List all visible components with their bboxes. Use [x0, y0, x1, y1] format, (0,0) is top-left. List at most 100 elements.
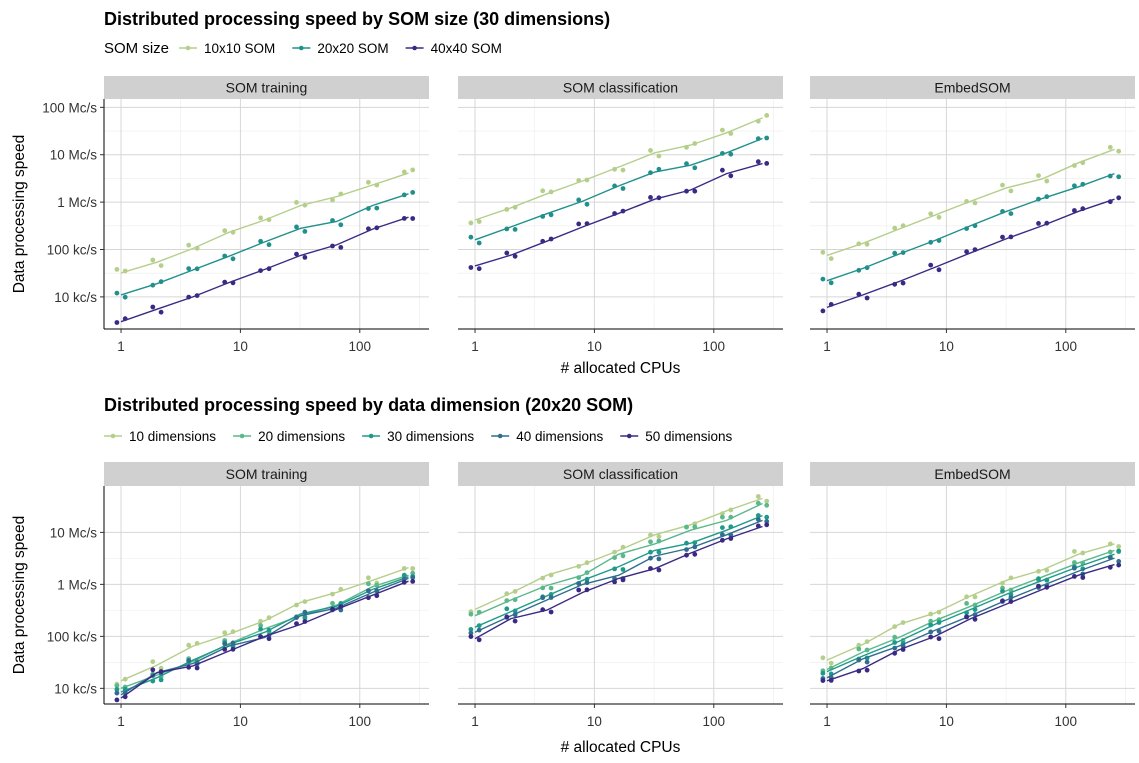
- data-point: [540, 595, 546, 601]
- series-line: [826, 553, 1115, 673]
- data-point: [114, 697, 120, 703]
- series-20x20-som: [114, 190, 416, 300]
- data-point: [755, 494, 761, 499]
- data-point: [656, 166, 662, 172]
- data-point: [900, 620, 906, 625]
- data-point: [468, 634, 474, 639]
- data-point: [576, 221, 582, 227]
- data-point: [401, 579, 407, 585]
- data-point: [548, 189, 554, 195]
- data-point: [476, 623, 482, 628]
- data-point: [620, 553, 626, 559]
- data-point: [1044, 584, 1050, 590]
- strip: [104, 462, 429, 486]
- data-point: [972, 223, 978, 229]
- data-point: [684, 144, 689, 150]
- data-point: [964, 199, 969, 204]
- y-tick-label: 10 kc/s: [54, 290, 97, 305]
- data-point: [728, 524, 734, 530]
- data-point: [512, 612, 518, 618]
- data-point: [468, 265, 474, 270]
- data-point: [1008, 587, 1014, 593]
- data-point: [576, 178, 582, 183]
- y-axis-title: Data processing speed: [11, 135, 28, 294]
- data-point: [374, 205, 380, 211]
- data-point: [330, 591, 335, 597]
- data-point: [540, 188, 546, 194]
- data-point: [1008, 599, 1014, 604]
- x-tick-label: 100: [703, 339, 726, 354]
- data-point: [114, 320, 120, 325]
- series-line: [120, 172, 409, 274]
- gridlines: [458, 99, 783, 329]
- data-point: [755, 500, 761, 506]
- data-point: [410, 216, 416, 221]
- legend: 10 dimensions 20 dimensions 30 dimensions 4…: [104, 429, 733, 444]
- series-line: [826, 198, 1115, 309]
- data-point: [720, 532, 725, 538]
- data-point: [410, 570, 416, 576]
- series-line: [826, 563, 1115, 682]
- data-point: [122, 268, 128, 274]
- data-point: [150, 282, 156, 288]
- data-point: [476, 266, 482, 272]
- series-line: [120, 566, 409, 682]
- data-point: [892, 645, 898, 651]
- data-point: [892, 634, 898, 640]
- data-point: [374, 182, 380, 188]
- legend-key-point-40x40-som: [412, 45, 417, 51]
- data-point: [828, 280, 834, 286]
- data-point: [1044, 178, 1050, 184]
- legend-key-point-20x20-som: [299, 45, 304, 51]
- data-point: [548, 595, 554, 600]
- data-point: [1116, 544, 1122, 549]
- data-point: [620, 544, 626, 550]
- legend-title: SOM size: [104, 40, 169, 57]
- chart-data-dimension: Distributed processing speed by data dim…: [11, 395, 1135, 756]
- data-point: [584, 560, 590, 566]
- data-point: [1080, 575, 1086, 580]
- data-point: [294, 602, 299, 608]
- data-point: [401, 576, 407, 582]
- data-point: [548, 236, 554, 242]
- data-point: [576, 575, 582, 580]
- data-point: [1107, 549, 1113, 555]
- data-point: [620, 567, 626, 572]
- data-point: [720, 151, 725, 156]
- data-point: [512, 227, 518, 232]
- data-point: [864, 647, 870, 653]
- data-point: [1080, 181, 1086, 187]
- data-point: [764, 161, 770, 166]
- data-point: [504, 226, 510, 232]
- data-point: [1080, 160, 1086, 166]
- data-point: [1107, 564, 1113, 570]
- data-point: [468, 220, 474, 226]
- data-point: [856, 241, 862, 247]
- data-point: [720, 127, 725, 133]
- data-point: [114, 683, 120, 689]
- data-point: [764, 135, 770, 141]
- series-line: [474, 497, 763, 611]
- data-point: [648, 566, 653, 571]
- data-point: [755, 118, 761, 124]
- series-line: [120, 576, 409, 693]
- data-point: [158, 669, 164, 674]
- strip-label: SOM classification: [563, 466, 678, 482]
- data-point: [972, 247, 978, 253]
- data-point: [158, 279, 164, 285]
- gridlines: [458, 486, 783, 704]
- data-point: [476, 627, 482, 633]
- data-point: [150, 667, 156, 673]
- data-point: [1072, 208, 1077, 213]
- data-point: [504, 598, 510, 603]
- chart-title: Distributed processing speed by data dim…: [104, 395, 633, 415]
- data-point: [230, 229, 236, 235]
- x-tick-label: 100: [349, 339, 372, 354]
- data-point: [1072, 565, 1077, 571]
- data-point: [366, 226, 371, 232]
- data-point: [158, 309, 164, 315]
- data-point: [1008, 595, 1014, 600]
- strip-label: EmbedSOM: [934, 80, 1010, 96]
- data-point: [972, 616, 978, 622]
